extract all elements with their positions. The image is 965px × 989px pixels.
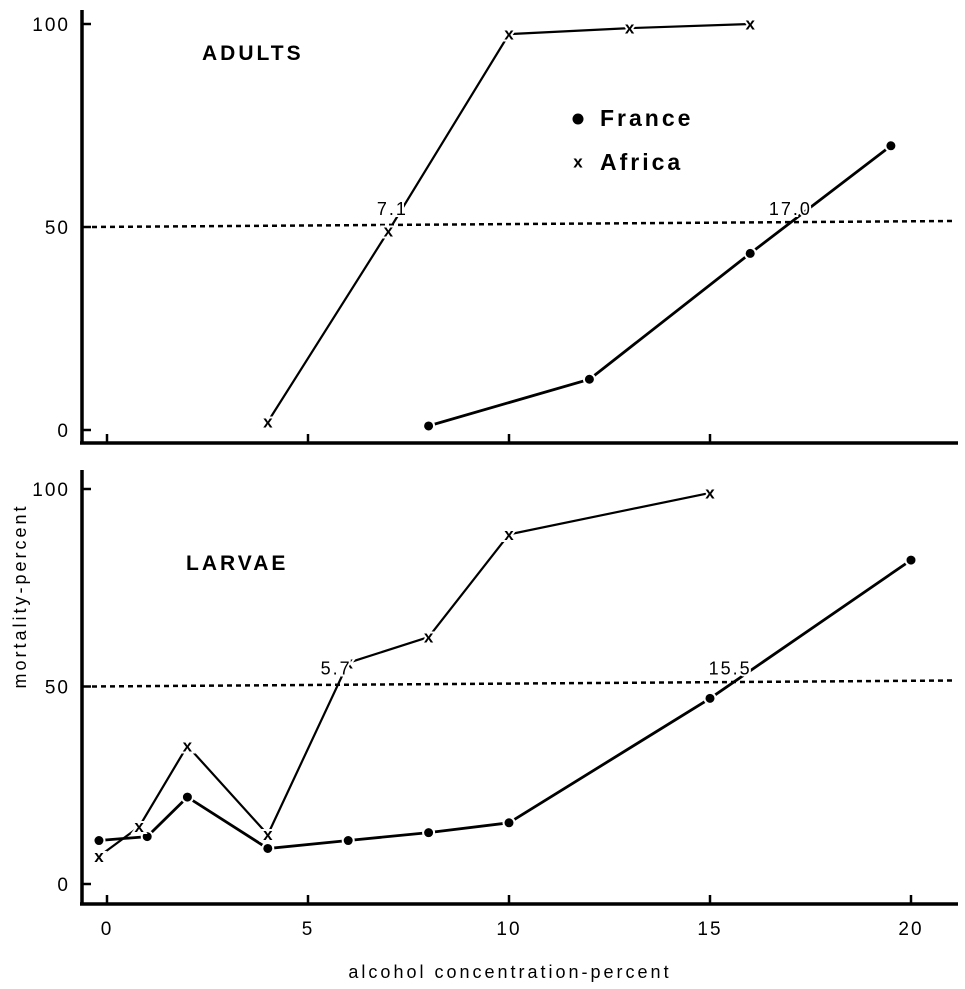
larvae-africa-point: x — [424, 628, 434, 647]
legend: France x Africa — [572, 105, 693, 175]
adults-series: x x x x x — [261, 13, 898, 433]
adults-africa-point: x — [263, 412, 273, 431]
panel-adults: 0 50 100 ADULTS x x x x x 7.1 17.0 France x Afr… — [32, 10, 958, 445]
adults-africa-point: x — [625, 19, 635, 38]
larvae-x-tick-label: 5 — [302, 919, 315, 940]
larvae-x-tick-label: 15 — [697, 919, 722, 940]
larvae-annotations: 5.7 15.5 — [319, 657, 752, 681]
larvae-panel-title: LARVAE — [186, 552, 288, 575]
adults-annotations: 7.1 17.0 — [375, 197, 812, 221]
adults-france-point — [582, 372, 596, 386]
legend-france-marker — [572, 113, 584, 125]
adults-africa-line — [266, 22, 751, 423]
larvae-africa-point: x — [134, 817, 144, 836]
larvae-africa-point: x — [504, 525, 514, 544]
larvae-x-tick-labels: 0 5 10 15 20 — [101, 919, 923, 940]
larvae-africa-line — [98, 491, 711, 858]
larvae-france-point — [140, 830, 154, 844]
larvae-france-point — [92, 834, 106, 848]
y-axis-title: mortality-percent — [10, 503, 30, 688]
adults-lc50-annotation: 7.1 — [377, 199, 408, 219]
larvae-france-point — [502, 816, 516, 830]
larvae-africa-point: x — [183, 736, 193, 755]
legend-africa-marker: x — [573, 153, 583, 172]
larvae-fifty-percent-line — [91, 679, 956, 688]
adults-france-point — [422, 419, 436, 433]
legend-africa-label: Africa — [600, 149, 683, 175]
larvae-africa-point: x — [705, 483, 715, 502]
larvae-x-tick-label: 0 — [101, 919, 114, 940]
larvae-lc50-annotation: 15.5 — [709, 659, 752, 679]
larvae-africa-point: x — [263, 825, 273, 844]
larvae-france-point — [341, 834, 355, 848]
larvae-france-point — [261, 841, 275, 855]
larvae-y-tick-labels: 0 50 100 — [32, 480, 70, 896]
larvae-y-tick-label: 0 — [57, 875, 70, 896]
adults-y-tick-label: 50 — [45, 218, 70, 239]
adults-africa-point: x — [384, 222, 394, 241]
adults-y-tick-label: 100 — [32, 15, 70, 36]
larvae-france-point — [180, 790, 194, 804]
adults-y-tick-labels: 0 50 100 — [32, 15, 70, 442]
larvae-france-point — [703, 691, 717, 705]
larvae-y-tick-label: 100 — [32, 480, 70, 501]
larvae-france-point — [904, 553, 918, 567]
x-axis-title: alcohol concentration-percent — [348, 962, 671, 982]
larvae-france-point — [422, 826, 436, 840]
larvae-x-tick-label: 20 — [898, 919, 923, 940]
larvae-lc50-annotation: 5.7 — [321, 659, 352, 679]
adults-france-point — [743, 246, 757, 260]
adults-panel-title: ADULTS — [202, 42, 304, 65]
larvae-ticks — [82, 487, 913, 904]
larvae-series: x x x x x x x x — [92, 481, 918, 868]
adults-africa-point: x — [504, 25, 514, 44]
adults-y-tick-label: 0 — [57, 421, 70, 442]
adults-africa-point: x — [745, 15, 755, 34]
larvae-africa-point: x — [94, 847, 104, 866]
larvae-france-line — [98, 558, 912, 850]
adults-fifty-percent-line — [91, 219, 956, 229]
larvae-y-tick-label: 50 — [45, 678, 70, 699]
larvae-africa-point: x — [343, 653, 353, 672]
legend-france-label: France — [600, 105, 693, 131]
adults-ticks — [82, 22, 712, 443]
adults-france-line — [428, 144, 892, 428]
adults-france-point — [884, 139, 898, 153]
adults-lc50-annotation: 17.0 — [769, 199, 812, 219]
larvae-x-tick-label: 10 — [496, 919, 521, 940]
